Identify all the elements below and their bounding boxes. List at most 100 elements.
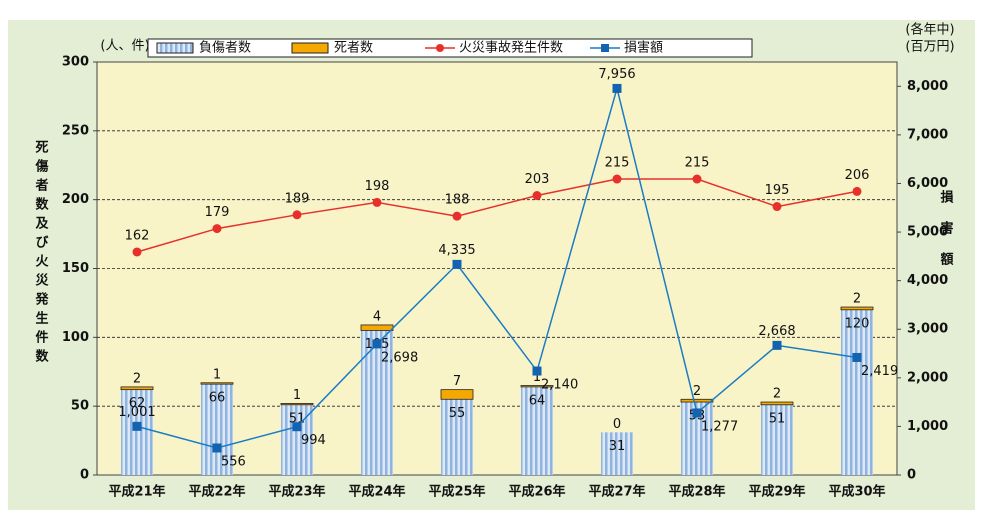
- legend-label: 損害額: [624, 40, 663, 56]
- bar: [601, 432, 633, 475]
- bar: [201, 384, 233, 475]
- point: [212, 443, 222, 453]
- point: [452, 259, 462, 269]
- point-label: 7,956: [598, 67, 635, 82]
- bar-label: 1: [533, 370, 541, 385]
- bar: [280, 403, 314, 406]
- bar: [120, 386, 154, 391]
- bar: [121, 389, 153, 475]
- y-unit: (人、件): [100, 39, 149, 54]
- line: [136, 85, 858, 449]
- y2-axis-title: 損害額: [938, 189, 955, 283]
- point: [692, 174, 702, 184]
- x-tick-label: 平成24年: [348, 484, 405, 500]
- x-tick-label: 平成25年: [428, 484, 485, 500]
- point: [372, 339, 382, 349]
- y2-unit-top: (各年中): [905, 22, 954, 38]
- bar-label: 7: [453, 374, 461, 389]
- bar-label: 2: [693, 384, 701, 399]
- point: [532, 191, 542, 201]
- point-label: 215: [605, 156, 630, 171]
- point-label: 162: [125, 228, 150, 243]
- bar: [441, 399, 473, 475]
- point: [212, 224, 222, 234]
- y-tick-label: 50: [71, 399, 89, 414]
- point-label: 179: [205, 205, 230, 220]
- point: [132, 247, 142, 257]
- legend-marker: [601, 44, 609, 52]
- bar-label: 0: [613, 417, 621, 432]
- point: [612, 174, 622, 184]
- x-tick-label: 平成22年: [188, 484, 245, 500]
- bar: [680, 398, 714, 403]
- point-label: 206: [845, 168, 870, 183]
- point-label: 188: [445, 193, 470, 208]
- point: [292, 210, 302, 220]
- point-label: 203: [525, 172, 550, 187]
- bar: [841, 309, 873, 475]
- y-tick-label: 100: [62, 330, 89, 345]
- x-tick-label: 平成26年: [508, 484, 565, 500]
- point-label: 195: [765, 183, 790, 198]
- legend-label: 負傷者数: [199, 41, 251, 56]
- bar: [360, 324, 394, 331]
- bar-label: 120: [845, 316, 870, 331]
- y-tick-label: 250: [62, 123, 89, 138]
- point-label: 994: [301, 433, 326, 448]
- bar-label: 1: [293, 388, 301, 403]
- bar-label: 31: [609, 439, 626, 454]
- y2-tick-label: 6,000: [907, 176, 948, 191]
- y2-tick-label: 0: [907, 468, 916, 483]
- y2-tick-label: 4,000: [907, 273, 948, 288]
- point: [372, 197, 382, 207]
- bar-label: 2: [133, 371, 141, 386]
- bar: [440, 389, 474, 400]
- legend-marker: [436, 44, 444, 52]
- y2-unit: (百万円): [905, 40, 954, 55]
- bar: [761, 404, 793, 475]
- point: [292, 422, 302, 432]
- legend-label: 火災事故発生件数: [459, 41, 563, 56]
- bar-label: 62: [129, 396, 146, 411]
- point-label: 2,140: [541, 378, 578, 393]
- y-tick-label: 150: [62, 261, 89, 276]
- y-axis-title: 死傷者数及び火災発生件数: [33, 140, 50, 368]
- x-tick-label: 平成29年: [748, 484, 805, 500]
- x-tick-label: 平成21年: [108, 484, 165, 500]
- point-label: 2,668: [758, 324, 795, 339]
- y-tick-label: 200: [62, 192, 89, 207]
- point: [132, 421, 142, 431]
- y-tick-label: 300: [62, 55, 89, 70]
- point: [452, 211, 462, 221]
- y2-tick-label: 2,000: [907, 370, 948, 385]
- point: [852, 186, 862, 196]
- bar-label: 1: [213, 367, 221, 382]
- bar-label: 55: [449, 406, 466, 421]
- point-label: 1,001: [118, 405, 155, 420]
- y-tick-label: 0: [80, 468, 89, 483]
- bar: [520, 385, 554, 388]
- y2-tick-label: 3,000: [907, 322, 948, 337]
- bar-label: 51: [769, 411, 786, 426]
- bar: [521, 386, 553, 475]
- bar-label: 66: [209, 391, 226, 406]
- point: [772, 340, 782, 350]
- point: [532, 366, 542, 376]
- point: [692, 408, 702, 418]
- point-label: 2,419: [861, 364, 898, 379]
- bar-label: 64: [529, 393, 546, 408]
- point-label: 2,698: [381, 350, 418, 365]
- point-label: 198: [365, 179, 390, 194]
- point-label: 189: [285, 191, 310, 206]
- bar-label: 4: [373, 309, 381, 324]
- legend-swatch: [291, 42, 329, 54]
- y2-tick-label: 8,000: [907, 79, 948, 94]
- bar-label: 2: [853, 292, 861, 307]
- y2-tick-label: 1,000: [907, 419, 948, 434]
- x-tick-label: 平成27年: [588, 484, 645, 500]
- y2-tick-label: 7,000: [907, 127, 948, 142]
- line: [136, 178, 858, 253]
- bar: [760, 401, 794, 406]
- x-tick-label: 平成28年: [668, 484, 725, 500]
